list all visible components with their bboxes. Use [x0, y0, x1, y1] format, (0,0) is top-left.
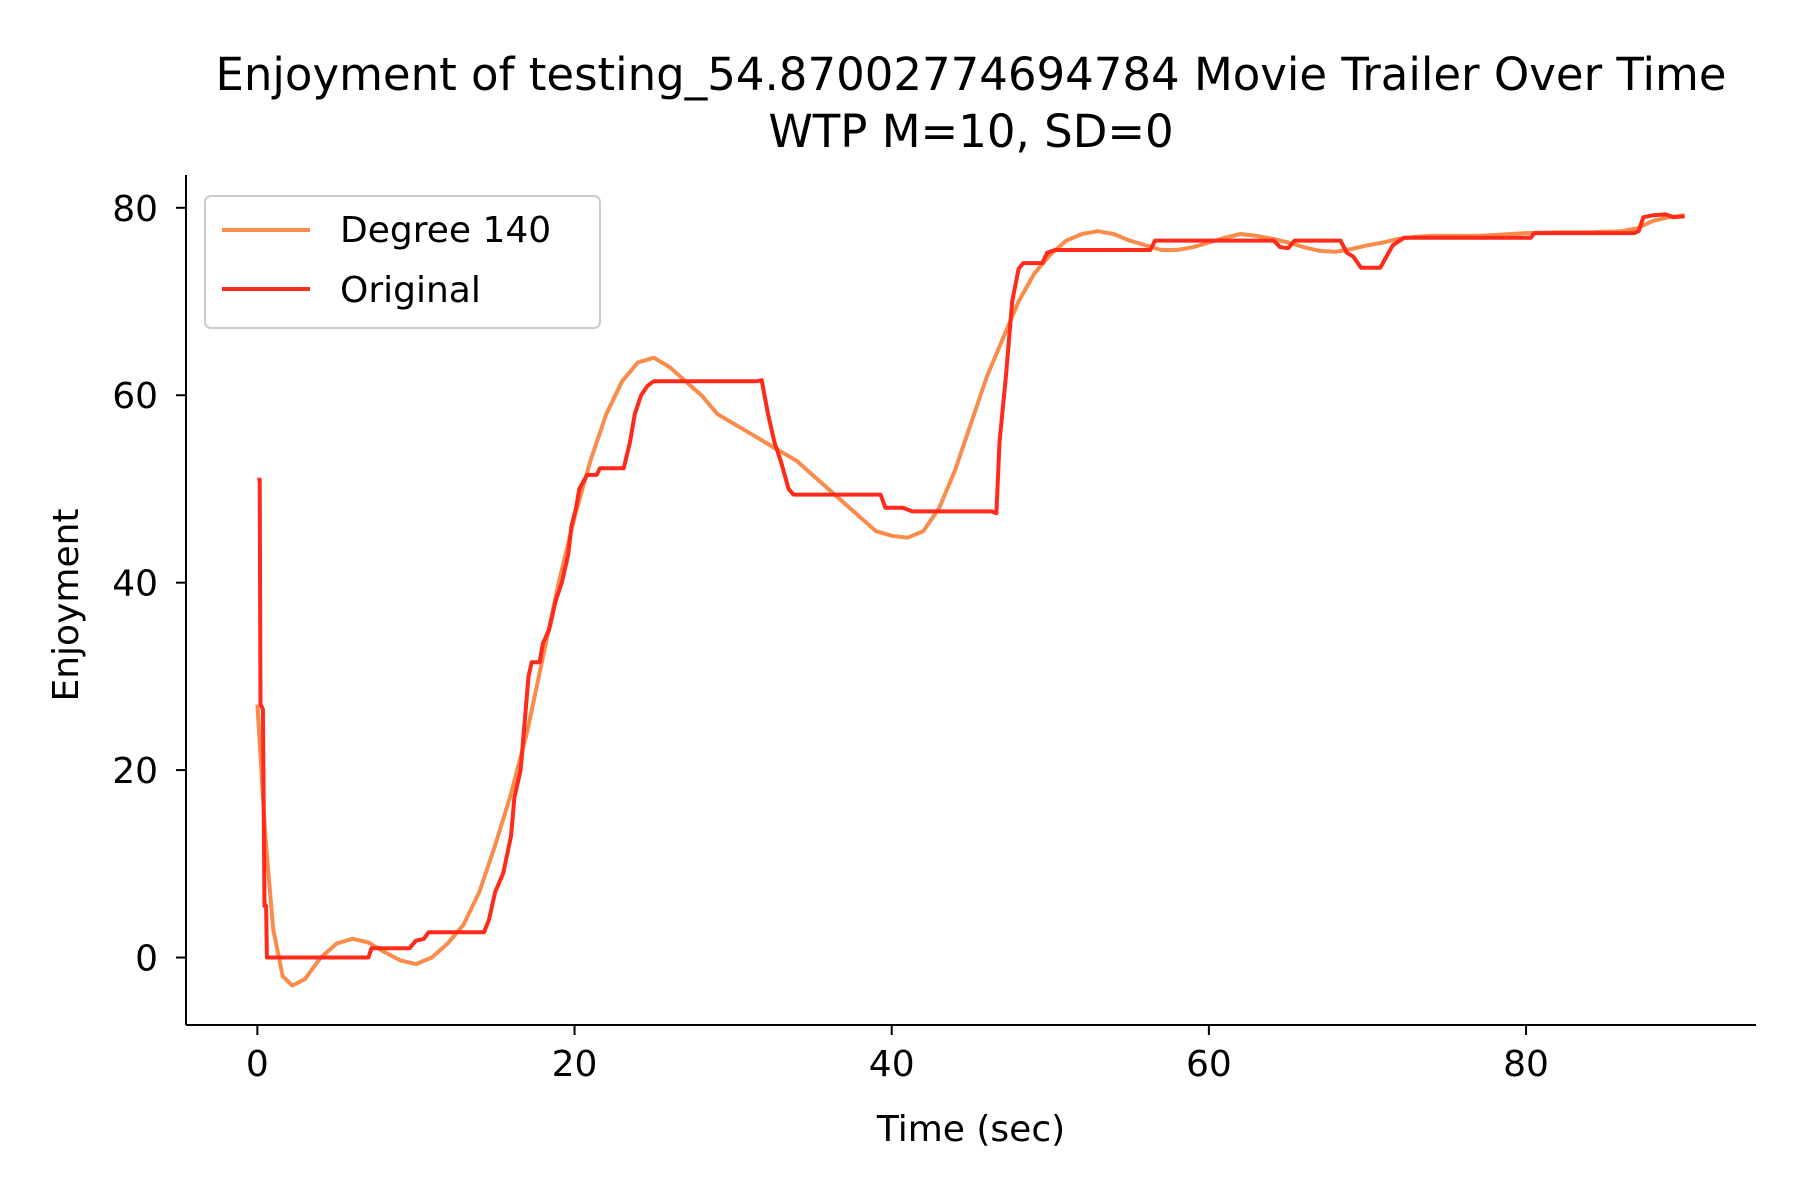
y-axis-ticks: 0 20 40 60 80 [112, 189, 186, 980]
legend-label-degree-140: Degree 140 [340, 210, 551, 251]
y-tick-label: 80 [112, 189, 158, 230]
legend-label-original: Original [340, 270, 481, 311]
x-tick-label: 0 [246, 1044, 269, 1085]
y-axis-label: Enjoyment [46, 508, 87, 701]
chart-subtitle: WTP M=10, SD=0 [768, 105, 1173, 158]
series-layer [255, 212, 1685, 988]
x-tick-label: 20 [552, 1044, 598, 1085]
x-tick-label: 40 [869, 1044, 915, 1085]
x-axis-ticks: 0 20 40 60 80 [246, 1025, 1549, 1085]
y-tick-label: 40 [112, 564, 158, 605]
y-tick-label: 20 [112, 751, 158, 792]
x-tick-label: 60 [1186, 1044, 1232, 1085]
chart-title: Enjoyment of testing_54.87002774694784 M… [215, 48, 1726, 101]
x-axis-label: Time (sec) [876, 1109, 1065, 1150]
series-line-original [257, 212, 1685, 960]
series-line-degree-140 [255, 213, 1685, 988]
legend: Degree 140 Original [204, 195, 601, 329]
y-tick-label: 0 [135, 939, 158, 980]
plot-area: 0 20 40 60 80 0 20 40 60 80 [112, 175, 1756, 1085]
y-tick-label: 60 [112, 376, 158, 417]
x-tick-label: 80 [1503, 1044, 1549, 1085]
